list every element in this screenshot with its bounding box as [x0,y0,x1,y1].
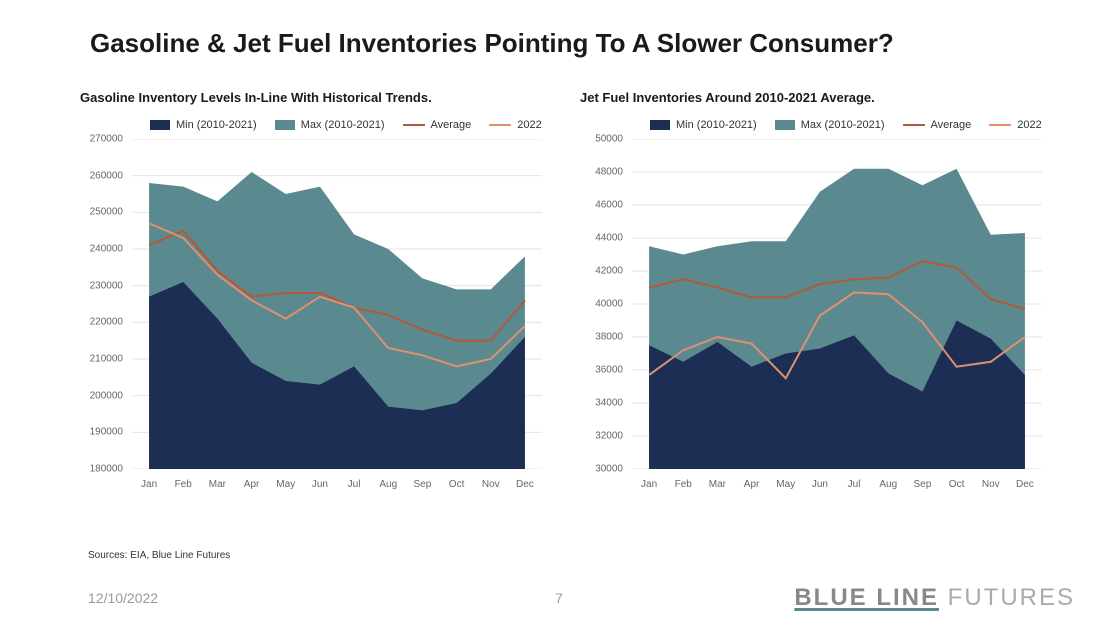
swatch-2022 [989,124,1011,126]
y-tick-label: 260000 [90,170,123,181]
y-tick-label: 38000 [595,332,623,343]
jetfuel-plot-area: 30000 32000 34000 36000 38000 40000 42000 44000… [580,139,1050,499]
legend-avg: Average [903,119,972,131]
gasoline-plot [132,139,542,469]
jetfuel-svg [632,139,1042,469]
y-tick-label: 200000 [90,390,123,401]
swatch-min [150,120,170,130]
jetfuel-legend: Min (2010-2021) Max (2010-2021) Average … [650,119,1050,131]
gasoline-plot-area: 180000 190000 200000 210000 220000 230000 2400… [80,139,550,499]
legend-max: Max (2010-2021) [775,119,885,131]
x-tick-label: Oct [449,479,465,490]
jetfuel-plot [632,139,1042,469]
x-tick-label: Dec [516,479,534,490]
y-tick-label: 190000 [90,427,123,438]
y-tick-label: 230000 [90,280,123,291]
sources-text: Sources: EIA, Blue Line Futures [88,550,230,561]
y-tick-label: 220000 [90,317,123,328]
x-tick-label: Dec [1016,479,1034,490]
y-tick-label: 50000 [595,134,623,145]
swatch-avg [903,124,925,126]
y-tick-label: 40000 [595,299,623,310]
swatch-max [275,120,295,130]
y-tick-label: 210000 [90,354,123,365]
legend-2022: 2022 [989,119,1041,131]
y-tick-label: 36000 [595,365,623,376]
legend-2022: 2022 [489,119,541,131]
y-tick-label: 270000 [90,134,123,145]
legend-avg: Average [403,119,472,131]
y-tick-label: 250000 [90,207,123,218]
gasoline-legend: Min (2010-2021) Max (2010-2021) Average … [150,119,550,131]
y-tick-label: 240000 [90,244,123,255]
y-tick-label: 42000 [595,266,623,277]
swatch-min [650,120,670,130]
x-tick-label: Jun [312,479,328,490]
footer-date: 12/10/2022 [88,590,158,606]
x-tick-label: Oct [949,479,965,490]
swatch-2022 [489,124,511,126]
y-tick-label: 30000 [595,464,623,475]
x-tick-label: Sep [414,479,432,490]
x-axis-labels: Jan Feb Mar Apr May Jun Jul Aug Sep Oct Nov Dec [632,479,1042,499]
x-tick-label: Apr [744,479,760,490]
x-tick-label: Jul [348,479,361,490]
x-tick-label: Sep [914,479,932,490]
x-tick-label: Nov [482,479,500,490]
x-tick-label: Feb [175,479,192,490]
y-tick-label: 46000 [595,200,623,211]
x-axis-labels: Jan Feb Mar Apr May Jun Jul Aug Sep Oct Nov Dec [132,479,542,499]
x-tick-label: Mar [209,479,226,490]
y-tick-label: 180000 [90,464,123,475]
gasoline-svg [132,139,542,469]
legend-min: Min (2010-2021) [650,119,757,131]
y-axis-labels: 30000 32000 34000 36000 38000 40000 42000 44000… [580,139,628,499]
x-tick-label: Jul [848,479,861,490]
gasoline-chart-title: Gasoline Inventory Levels In-Line With H… [80,90,550,105]
y-tick-label: 44000 [595,233,623,244]
gasoline-chart: Gasoline Inventory Levels In-Line With H… [80,90,550,530]
legend-max: Max (2010-2021) [275,119,385,131]
y-axis-labels: 180000 190000 200000 210000 220000 230000 2400… [80,139,128,499]
brand-logo: BLUE LINE FUTURES [794,584,1075,612]
y-tick-label: 34000 [595,398,623,409]
y-tick-label: 48000 [595,167,623,178]
y-tick-label: 32000 [595,431,623,442]
x-tick-label: May [276,479,295,490]
x-tick-label: Aug [379,479,397,490]
x-tick-label: Apr [244,479,260,490]
x-tick-label: Mar [709,479,726,490]
x-tick-label: Feb [675,479,692,490]
x-tick-label: Jun [812,479,828,490]
swatch-max [775,120,795,130]
footer-page: 7 [555,590,563,606]
x-tick-label: Jan [141,479,157,490]
jetfuel-chart-title: Jet Fuel Inventories Around 2010-2021 Av… [580,90,1050,105]
legend-min: Min (2010-2021) [150,119,257,131]
swatch-avg [403,124,425,126]
x-tick-label: Aug [879,479,897,490]
page-title: Gasoline & Jet Fuel Inventories Pointing… [90,28,894,59]
jetfuel-chart: Jet Fuel Inventories Around 2010-2021 Av… [580,90,1050,530]
x-tick-label: Jan [641,479,657,490]
x-tick-label: Nov [982,479,1000,490]
x-tick-label: May [776,479,795,490]
